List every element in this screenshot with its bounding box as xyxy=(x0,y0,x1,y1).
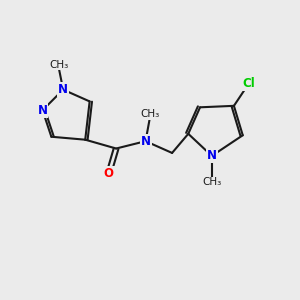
Text: CH₃: CH₃ xyxy=(140,109,160,119)
Text: N: N xyxy=(207,149,217,162)
Text: Cl: Cl xyxy=(242,77,255,90)
Text: CH₃: CH₃ xyxy=(49,60,68,70)
Text: N: N xyxy=(58,83,68,96)
Text: CH₃: CH₃ xyxy=(202,177,221,188)
Text: N: N xyxy=(38,104,47,117)
Text: O: O xyxy=(104,167,114,180)
Text: N: N xyxy=(141,135,151,148)
